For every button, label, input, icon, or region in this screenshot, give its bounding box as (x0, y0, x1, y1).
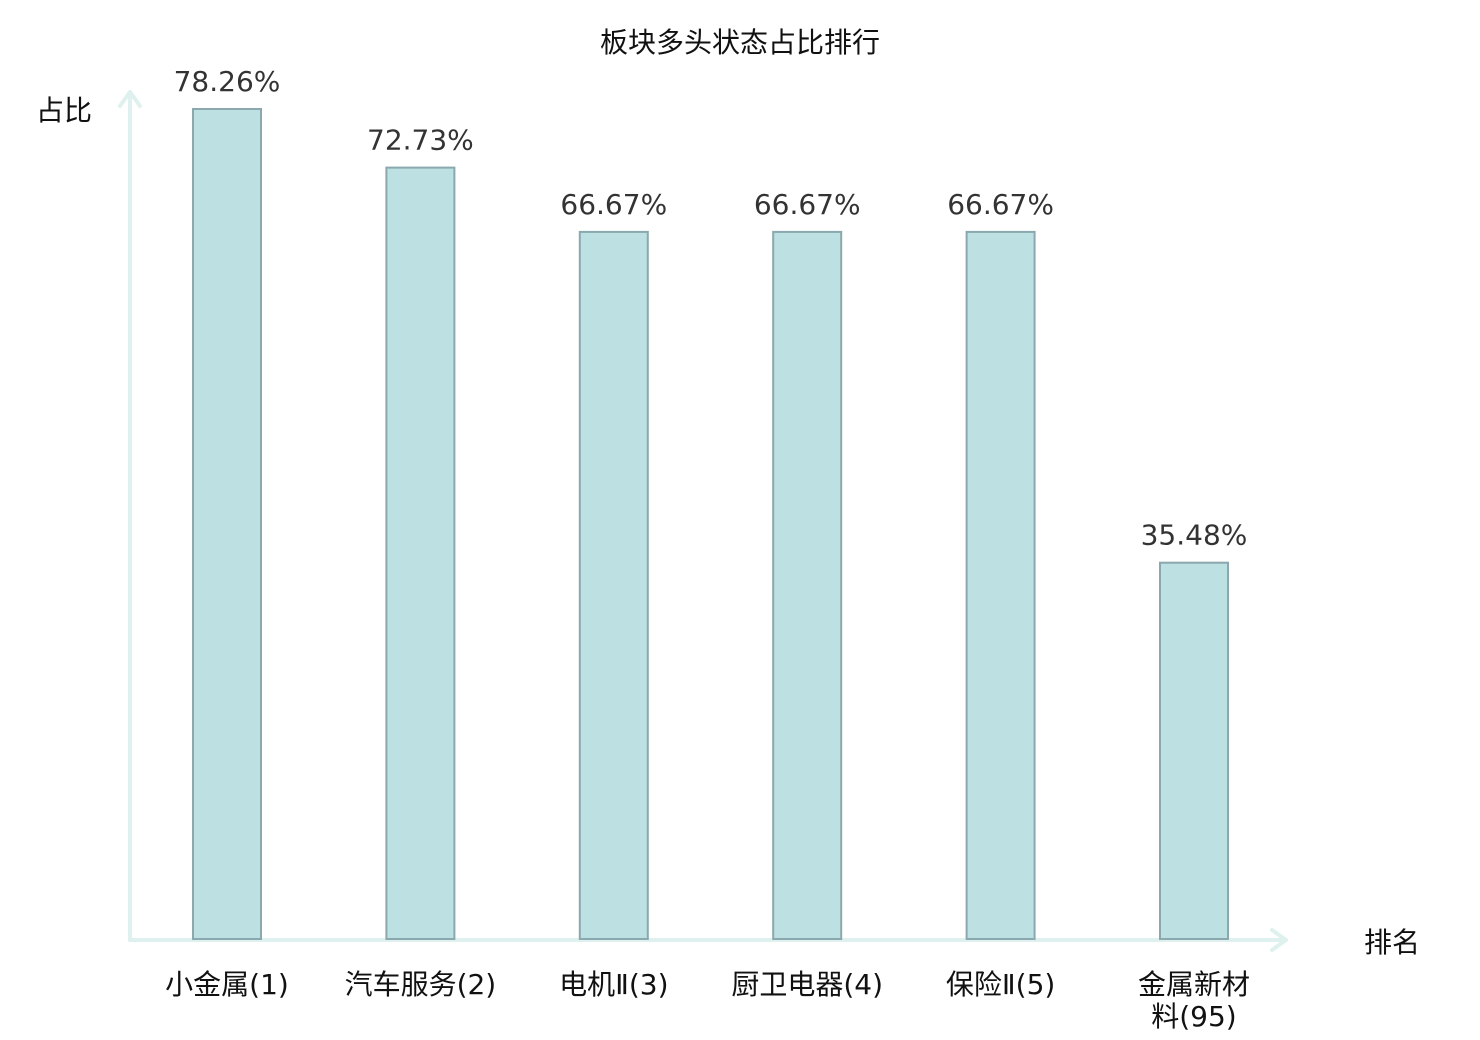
bar (965, 230, 1036, 940)
x-tick-label-line: 汽车服务(2) (345, 968, 497, 1001)
chart-title: 板块多头状态占比排行 (600, 26, 880, 59)
x-axis-title: 排名 (1364, 926, 1420, 959)
bar (192, 108, 262, 940)
bar-value-label: 66.67% (754, 188, 861, 221)
x-tick-label-line: 小金属(1) (165, 968, 289, 1001)
x-tick-label-line: 料(95) (1151, 1000, 1236, 1033)
bar (385, 166, 456, 941)
x-tick-label: 金属新材料(95) (1138, 968, 1250, 1033)
bar (578, 230, 649, 940)
x-tick-label-line: 金属新材 (1138, 968, 1250, 1001)
bar-value-label: 66.67% (560, 188, 667, 221)
x-axis-arrowhead (1270, 928, 1288, 952)
bar (772, 230, 843, 940)
x-tick-label: 保险Ⅱ(5) (946, 968, 1055, 1001)
bar-value-label: 78.26% (174, 65, 281, 98)
y-axis-arrowhead (118, 90, 142, 108)
bars-group (192, 108, 1229, 941)
x-tick-label-line: 电机Ⅱ(3) (559, 968, 668, 1001)
value-labels-group: 78.26% 72.73% 66.67% 66.67% 66.67% 35.48% (174, 65, 1248, 552)
y-axis: 占比 (36, 90, 142, 942)
category-labels-group: 小金属(1) 汽车服务(2) 电机Ⅱ(3) 厨卫电器(4) 保险Ⅱ(5) 金属新材料(95… (165, 968, 1250, 1033)
y-axis-title: 占比 (36, 94, 92, 127)
x-tick-label: 厨卫电器(4) (731, 968, 883, 1001)
bar-value-label: 66.67% (947, 188, 1054, 221)
x-axis: 排名 (128, 926, 1420, 959)
bar-value-label: 35.48% (1141, 519, 1248, 552)
bar (1159, 561, 1229, 940)
bar-value-label: 72.73% (367, 124, 474, 157)
x-tick-label: 汽车服务(2) (345, 968, 497, 1001)
x-tick-label: 电机Ⅱ(3) (559, 968, 668, 1001)
x-tick-label-line: 厨卫电器(4) (731, 968, 883, 1001)
x-tick-label: 小金属(1) (165, 968, 289, 1001)
x-tick-label-line: 保险Ⅱ(5) (946, 968, 1055, 1001)
